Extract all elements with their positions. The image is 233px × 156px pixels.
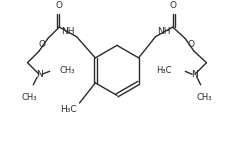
Text: N: N: [36, 70, 42, 79]
Text: CH₃: CH₃: [22, 93, 37, 102]
Text: N: N: [192, 70, 198, 79]
Text: CH₃: CH₃: [197, 93, 212, 102]
Text: O: O: [187, 40, 194, 49]
Text: H₃C: H₃C: [60, 105, 77, 114]
Text: O: O: [56, 1, 63, 10]
Text: O: O: [39, 40, 46, 49]
Text: NH: NH: [61, 27, 75, 36]
Text: O: O: [169, 1, 176, 10]
Text: NH: NH: [157, 27, 171, 36]
Text: H₃C: H₃C: [156, 66, 172, 75]
Text: CH₃: CH₃: [59, 66, 75, 75]
